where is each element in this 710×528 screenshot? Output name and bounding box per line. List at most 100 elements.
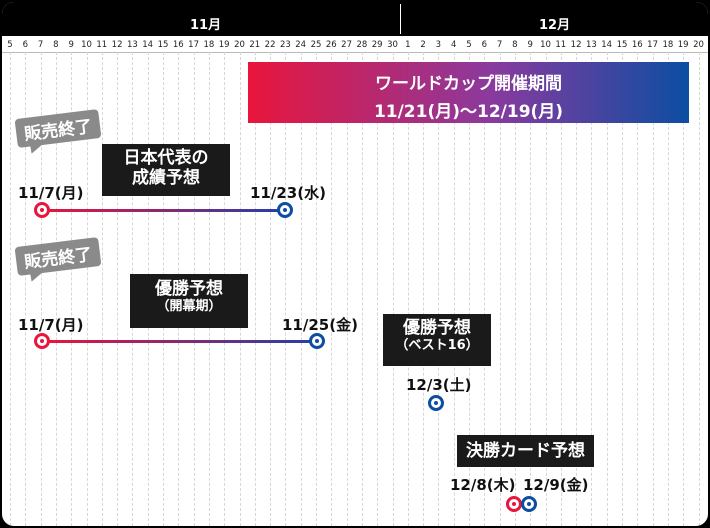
day-tick-label: 6 xyxy=(22,40,28,50)
grid-line xyxy=(300,52,302,526)
day-tick-label: 29 xyxy=(371,40,383,50)
grid-line xyxy=(667,52,669,526)
grid-line xyxy=(117,52,119,526)
event-start-date: 11/7(月) xyxy=(18,184,84,202)
grid-line xyxy=(40,52,42,526)
day-tick-label: 9 xyxy=(527,40,533,50)
grid-line xyxy=(377,52,379,526)
grid-line xyxy=(698,52,700,526)
grid-line xyxy=(606,52,608,526)
grid-line xyxy=(10,52,11,526)
day-tick-label: 4 xyxy=(450,40,457,50)
day-tick-label: 10 xyxy=(81,40,92,50)
day-tick-label: 8 xyxy=(512,40,518,50)
grid-line xyxy=(407,52,409,526)
grid-line xyxy=(484,52,486,526)
day-tick-label: 7 xyxy=(37,40,44,50)
day-tick-label: 25 xyxy=(310,40,322,50)
event-period-bar xyxy=(42,209,285,212)
grid-line xyxy=(316,52,317,526)
day-tick-label: 12 xyxy=(570,40,582,50)
event-label-winner-opening: 優勝予想 （開幕期） xyxy=(130,274,248,328)
grid-line xyxy=(392,52,394,526)
day-tick-label: 18 xyxy=(662,40,674,50)
grid-line xyxy=(469,52,470,526)
grid-line xyxy=(55,52,57,526)
grid-line xyxy=(499,52,501,526)
grid-line xyxy=(25,52,27,526)
end-dot xyxy=(277,202,293,218)
event-subtitle: （ベスト16） xyxy=(395,338,479,354)
grid-line xyxy=(254,52,256,526)
grid-line xyxy=(576,52,578,526)
grid-line xyxy=(438,52,440,526)
month-label-december: 12月 xyxy=(539,18,571,33)
grid-line xyxy=(530,52,532,526)
day-row xyxy=(2,36,708,53)
event-title: 日本代表の xyxy=(123,148,209,168)
start-dot xyxy=(506,496,522,512)
day-tick-label: 18 xyxy=(203,40,215,50)
end-dot xyxy=(309,333,325,349)
day-tick-label: 13 xyxy=(585,40,597,50)
day-tick-label: 5 xyxy=(7,40,13,50)
day-tick-label: 22 xyxy=(264,40,276,50)
day-tick-label: 20 xyxy=(693,40,704,50)
grid-line xyxy=(652,52,654,526)
event-end-date: 11/25(金) xyxy=(282,316,358,334)
grid-line xyxy=(514,52,516,526)
grid-line xyxy=(361,52,363,526)
day-tick-label: 16 xyxy=(631,40,643,50)
grid-line xyxy=(423,52,425,526)
day-tick-label: 14 xyxy=(601,40,613,50)
event-title: 優勝予想 xyxy=(403,318,471,338)
grid-line xyxy=(86,52,88,526)
grid-line xyxy=(270,52,272,526)
event-label-final-match: 決勝カード予想 xyxy=(457,435,594,467)
grid-line xyxy=(683,52,685,526)
grid-line xyxy=(71,52,73,526)
day-tick-label: 11 xyxy=(555,40,567,50)
grid-line xyxy=(453,52,455,526)
day-tick-label: 30 xyxy=(387,40,398,50)
end-dot xyxy=(428,395,444,411)
event-title: 優勝予想 xyxy=(155,279,223,299)
day-tick-label: 9 xyxy=(68,40,74,50)
month-divider xyxy=(400,4,401,34)
day-tick-label: 17 xyxy=(188,40,199,50)
day-tick-label: 2 xyxy=(420,40,426,50)
day-tick-label: 21 xyxy=(249,40,261,50)
grid-line xyxy=(545,52,547,526)
grid-line xyxy=(560,52,562,526)
start-dot xyxy=(34,202,50,218)
day-tick-label: 3 xyxy=(435,40,442,50)
day-tick-label: 17 xyxy=(647,40,658,50)
day-tick-label: 11 xyxy=(96,40,108,50)
day-tick-label: 12 xyxy=(111,40,123,50)
event-subtitle: （開幕期） xyxy=(156,299,222,315)
event-end-date: 12/9(金) xyxy=(523,476,589,494)
world-cup-dates: 11/21(月)〜12/19(月) xyxy=(373,102,564,122)
day-tick-label: 5 xyxy=(466,40,472,50)
day-tick-label: 7 xyxy=(496,40,503,50)
day-tick-label: 19 xyxy=(218,40,230,50)
grid-line xyxy=(591,52,593,526)
day-tick-label: 15 xyxy=(157,40,169,50)
day-tick-label: 20 xyxy=(234,40,245,50)
month-header-band xyxy=(2,2,708,36)
grid-line xyxy=(637,52,639,526)
day-tick-label: 26 xyxy=(325,40,337,50)
world-cup-title: ワールドカップ開催期間 xyxy=(375,74,562,94)
grid-line xyxy=(346,52,348,526)
event-start-date: 12/8(木) xyxy=(450,476,516,494)
grid-line xyxy=(331,52,333,526)
event-title-line2: 成績予想 xyxy=(132,168,200,189)
start-dot xyxy=(34,333,50,349)
day-tick-label: 24 xyxy=(295,40,307,50)
grid-line xyxy=(622,52,623,526)
day-tick-label: 15 xyxy=(616,40,628,50)
day-tick-label: 13 xyxy=(126,40,138,50)
month-label-november: 11月 xyxy=(190,18,222,33)
